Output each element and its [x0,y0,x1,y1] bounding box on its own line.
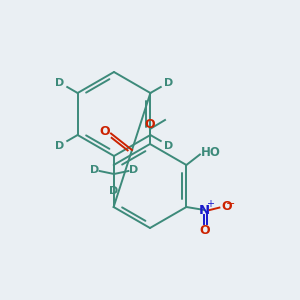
Text: D: D [110,185,118,196]
Text: D: D [129,165,138,175]
Text: D: D [164,140,173,151]
Text: O: O [99,124,110,138]
Text: N: N [199,203,210,217]
Text: D: D [164,77,173,88]
Text: D: D [55,77,64,88]
Text: HO: HO [200,146,220,159]
Text: O: O [199,224,210,237]
Text: −: − [226,199,235,209]
Text: O: O [221,200,232,214]
Text: +: + [206,199,214,209]
Text: D: D [90,165,99,175]
Text: O: O [145,118,155,131]
Text: D: D [55,140,64,151]
